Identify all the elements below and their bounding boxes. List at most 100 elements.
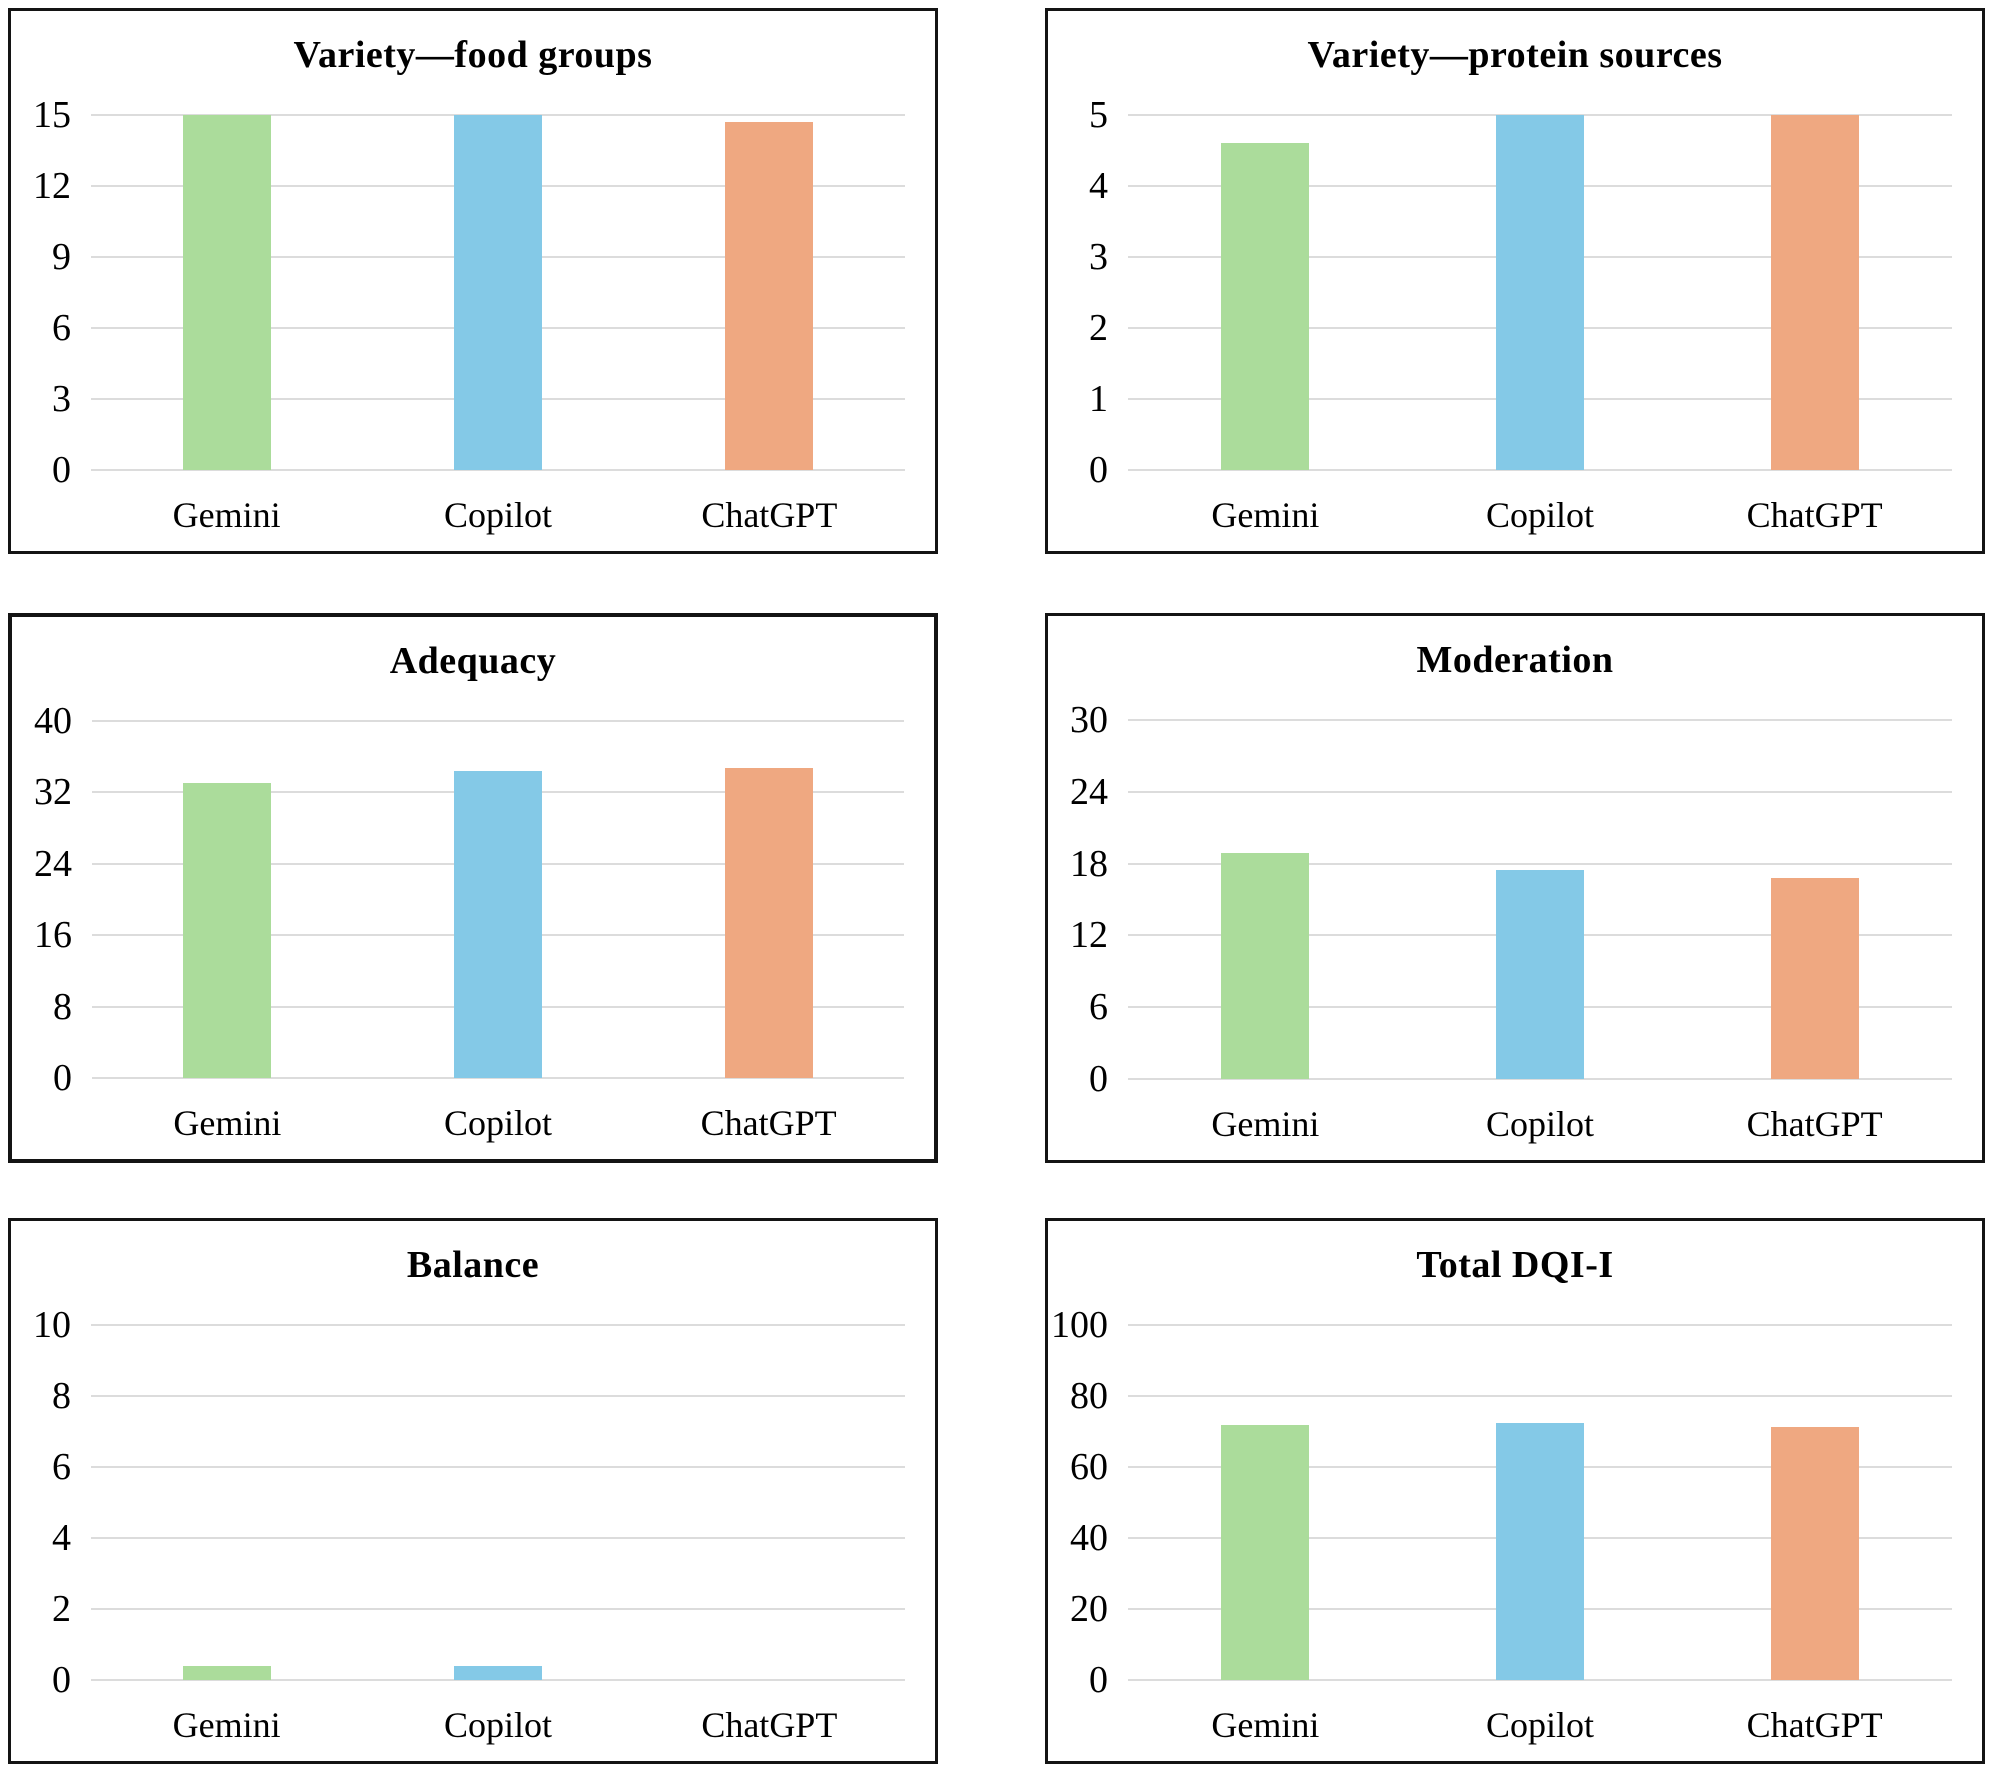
y-tick-label-4: 4 xyxy=(1089,165,1108,207)
gridline-y-30 xyxy=(1128,719,1952,721)
gridline-y-2 xyxy=(91,1608,905,1610)
bar-gemini xyxy=(1221,1424,1310,1680)
x-axis-labels: Gemini Copilot ChatGPT xyxy=(1128,1082,1952,1160)
x-category-label-chatgpt: ChatGPT xyxy=(1746,495,1883,535)
x-category-label-chatgpt: ChatGPT xyxy=(701,1705,838,1745)
chart-title: Variety—protein sources xyxy=(1307,34,1723,76)
y-tick-label-9: 9 xyxy=(52,236,71,278)
gridline-y-8 xyxy=(91,1395,905,1397)
y-tick-label-5: 5 xyxy=(1089,94,1108,136)
y-tick-label-40: 40 xyxy=(1070,1517,1108,1559)
y-tick-label-40: 40 xyxy=(34,700,72,742)
y-tick-label-15: 15 xyxy=(33,94,71,136)
x-category-label-gemini: Gemini xyxy=(1211,1705,1320,1745)
y-tick-label-10: 10 xyxy=(33,1304,71,1346)
x-category-label-copilot: Copilot xyxy=(443,1103,553,1143)
chart-panel-adequacy: Adequacy 0 8 16 24 32 40 Gemini Copilot ChatGPT xyxy=(8,613,938,1163)
chart-panel-variety-protein-sources: Variety—protein sources 0 1 2 3 4 5 Gemini Cop… xyxy=(1045,8,1985,554)
y-tick-label-24: 24 xyxy=(34,842,72,885)
gridline-y-100 xyxy=(1128,1324,1952,1326)
gridline-y-0 xyxy=(1128,469,1952,471)
bar-copilot xyxy=(1496,869,1584,1079)
y-tick-label-8: 8 xyxy=(53,985,72,1028)
chart-title: Moderation xyxy=(1416,639,1614,681)
gridline-y-0 xyxy=(1128,1078,1952,1080)
y-tick-label-16: 16 xyxy=(34,914,72,957)
x-category-label-copilot: Copilot xyxy=(443,495,553,535)
gridline-y-0 xyxy=(91,469,905,471)
x-axis-labels: Gemini Copilot ChatGPT xyxy=(92,1081,904,1159)
x-axis-labels: Gemini Copilot ChatGPT xyxy=(1128,473,1952,551)
plot-area: 0 8 16 24 32 40 xyxy=(34,702,904,1097)
bar-gemini xyxy=(182,115,271,470)
x-category-label-gemini: Gemini xyxy=(172,495,281,535)
bar-copilot xyxy=(454,1665,542,1680)
x-category-label-gemini: Gemini xyxy=(1211,495,1320,535)
y-tick-label-32: 32 xyxy=(34,771,72,814)
x-category-label-copilot: Copilot xyxy=(1485,1104,1595,1144)
y-tick-label-80: 80 xyxy=(1070,1375,1108,1417)
y-tick-label-0: 0 xyxy=(53,1057,72,1099)
y-tick-label-60: 60 xyxy=(1070,1446,1108,1488)
gridline-y-0 xyxy=(91,1679,905,1681)
bar-copilot xyxy=(454,770,542,1078)
y-tick-label-12: 12 xyxy=(33,165,71,207)
x-category-label-gemini: Gemini xyxy=(1211,1104,1320,1144)
y-tick-label-0: 0 xyxy=(52,449,71,491)
plot-area: 0 6 12 18 24 30 xyxy=(1070,701,1952,1098)
chart-panel-total-dqi: Total DQI-I 0 20 40 60 80 100 Gemini Copilot Ch… xyxy=(1045,1218,1985,1764)
chart-panel-moderation: Moderation 0 6 12 18 24 30 Gemini Copilot ChatG… xyxy=(1045,613,1985,1163)
bar-gemini xyxy=(1221,852,1310,1079)
bar-chatgpt xyxy=(1770,877,1859,1079)
y-tick-label-8: 8 xyxy=(52,1375,71,1417)
plot-area: 0 1 2 3 4 5 xyxy=(1089,96,1952,489)
y-tick-label-2: 2 xyxy=(1089,307,1108,349)
gridline-y-10 xyxy=(91,1324,905,1326)
chart-panel-variety-food-groups: Variety—food groups 0 3 6 9 12 15 Gemini Copil… xyxy=(8,8,938,554)
y-tick-label-0: 0 xyxy=(1089,1659,1108,1701)
y-tick-label-12: 12 xyxy=(1070,914,1108,957)
bar-gemini xyxy=(1221,143,1310,470)
bar-copilot xyxy=(1496,115,1584,470)
y-tick-label-4: 4 xyxy=(52,1517,71,1559)
gridline-y-18 xyxy=(1128,862,1952,865)
gridline-y-24 xyxy=(1128,790,1952,793)
y-tick-label-1: 1 xyxy=(1089,378,1108,420)
y-tick-label-2: 2 xyxy=(52,1588,71,1630)
x-category-label-chatgpt: ChatGPT xyxy=(1746,1104,1883,1144)
y-tick-label-18: 18 xyxy=(1070,842,1108,885)
x-category-label-gemini: Gemini xyxy=(173,1103,282,1143)
x-category-label-chatgpt: ChatGPT xyxy=(700,1103,837,1143)
bar-gemini xyxy=(182,1665,271,1680)
x-axis-labels: Gemini Copilot ChatGPT xyxy=(91,473,905,551)
bar-chatgpt xyxy=(1770,115,1859,470)
chart-panel-balance: Balance 0 2 4 6 8 10 Gemini Copilot ChatGPT xyxy=(8,1218,938,1764)
y-tick-label-24: 24 xyxy=(1070,770,1108,813)
chart-title: Variety—food groups xyxy=(293,34,653,76)
bar-gemini xyxy=(183,783,272,1078)
chart-title: Adequacy xyxy=(389,640,557,682)
chart-title: Total DQI-I xyxy=(1416,1244,1614,1286)
bar-copilot xyxy=(1496,1422,1584,1680)
y-tick-label-3: 3 xyxy=(1089,236,1108,278)
gridline-y-0 xyxy=(1128,1679,1952,1681)
x-category-label-chatgpt: ChatGPT xyxy=(701,495,838,535)
x-axis-labels: Gemini Copilot ChatGPT xyxy=(1128,1683,1952,1761)
x-axis-labels: Gemini Copilot ChatGPT xyxy=(91,1683,905,1761)
gridline-y-0 xyxy=(92,1077,904,1079)
bar-chatgpt xyxy=(725,122,814,470)
plot-area: 0 3 6 9 12 15 xyxy=(33,96,905,489)
y-tick-label-6: 6 xyxy=(52,307,71,349)
bar-chatgpt xyxy=(1770,1427,1859,1680)
gridline-y-40 xyxy=(92,720,904,722)
bar-copilot xyxy=(454,115,542,470)
y-tick-label-0: 0 xyxy=(1089,449,1108,491)
y-tick-label-6: 6 xyxy=(52,1446,71,1488)
plot-area: 0 2 4 6 8 10 xyxy=(33,1306,905,1699)
y-tick-label-0: 0 xyxy=(1089,1058,1108,1100)
plot-area: 0 20 40 60 80 100 xyxy=(1051,1306,1952,1699)
y-tick-label-30: 30 xyxy=(1070,699,1108,741)
y-tick-label-20: 20 xyxy=(1070,1588,1108,1630)
x-category-label-copilot: Copilot xyxy=(1485,495,1595,535)
y-tick-label-6: 6 xyxy=(1089,986,1108,1029)
